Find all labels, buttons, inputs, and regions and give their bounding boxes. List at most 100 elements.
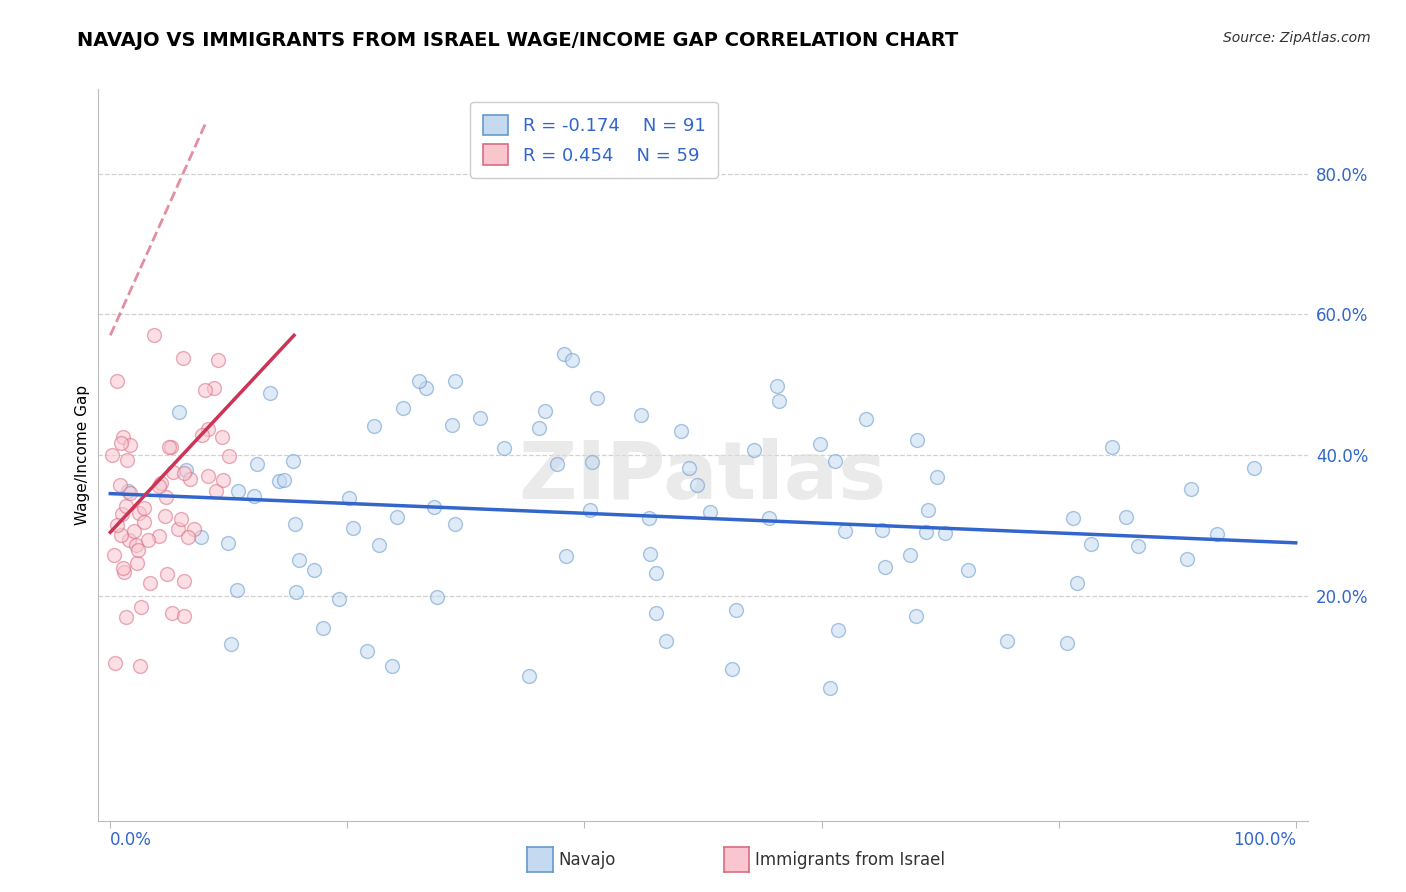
Legend: R = -0.174    N = 91, R = 0.454    N = 59: R = -0.174 N = 91, R = 0.454 N = 59 xyxy=(470,102,718,178)
Point xyxy=(654,634,676,648)
Point xyxy=(246,457,269,471)
Point xyxy=(581,455,603,469)
Point xyxy=(534,403,557,417)
Point xyxy=(1080,537,1102,551)
Point xyxy=(112,565,135,579)
Point xyxy=(441,418,464,433)
Point xyxy=(218,449,240,463)
Point xyxy=(217,535,239,549)
Point xyxy=(415,380,437,394)
Point xyxy=(283,453,305,467)
Text: Immigrants from Israel: Immigrants from Israel xyxy=(755,851,945,869)
Point xyxy=(699,505,721,519)
Text: 0.0%: 0.0% xyxy=(110,831,152,849)
Point xyxy=(167,405,190,419)
Point xyxy=(125,538,148,552)
Point xyxy=(546,457,568,471)
Point xyxy=(226,484,249,499)
Point xyxy=(120,485,142,500)
Point xyxy=(125,556,148,570)
Point xyxy=(638,511,661,525)
Point xyxy=(211,474,233,488)
Point xyxy=(553,347,575,361)
Point xyxy=(1101,440,1123,454)
Point xyxy=(190,530,212,544)
Point xyxy=(197,422,219,436)
Point xyxy=(288,552,311,566)
Point xyxy=(104,656,127,670)
Point xyxy=(205,483,228,498)
Point xyxy=(136,533,159,547)
Point xyxy=(328,591,350,606)
Point xyxy=(202,381,225,395)
Point xyxy=(143,328,166,343)
Point xyxy=(904,608,927,623)
Point xyxy=(139,576,162,591)
Point xyxy=(190,427,212,442)
Point xyxy=(179,472,201,486)
Point xyxy=(312,622,335,636)
Point xyxy=(105,374,128,388)
Point xyxy=(443,374,465,388)
Point xyxy=(219,637,242,651)
Point xyxy=(177,530,200,544)
Point xyxy=(408,374,430,388)
Point xyxy=(934,526,956,541)
Point xyxy=(555,549,578,564)
Point xyxy=(110,436,132,450)
Point xyxy=(766,379,789,393)
Point xyxy=(917,502,939,516)
Point xyxy=(527,421,550,435)
Point xyxy=(128,507,150,521)
Point xyxy=(638,547,661,561)
Point xyxy=(1206,527,1229,541)
Point xyxy=(183,522,205,536)
Point xyxy=(128,659,150,673)
Point xyxy=(166,522,188,536)
Point xyxy=(173,608,195,623)
Point xyxy=(586,391,609,405)
Point xyxy=(517,669,540,683)
Point xyxy=(630,408,652,422)
Point xyxy=(129,600,152,615)
Text: NAVAJO VS IMMIGRANTS FROM ISRAEL WAGE/INCOME GAP CORRELATION CHART: NAVAJO VS IMMIGRANTS FROM ISRAEL WAGE/IN… xyxy=(77,31,959,50)
Point xyxy=(824,454,846,468)
Point xyxy=(685,478,707,492)
Point xyxy=(956,563,979,577)
Point xyxy=(363,418,385,433)
Point xyxy=(392,401,415,416)
Point xyxy=(243,489,266,503)
Point xyxy=(818,681,841,695)
Point xyxy=(905,434,928,448)
Text: Source: ZipAtlas.com: Source: ZipAtlas.com xyxy=(1223,31,1371,45)
Point xyxy=(173,467,195,481)
Point xyxy=(105,518,128,533)
Point xyxy=(644,606,666,620)
Point xyxy=(834,524,856,538)
Point xyxy=(115,453,138,467)
Point xyxy=(111,561,134,575)
Point xyxy=(914,524,936,539)
Point xyxy=(207,352,229,367)
Text: Navajo: Navajo xyxy=(558,851,616,869)
Point xyxy=(172,351,194,366)
Point xyxy=(1243,461,1265,475)
Point xyxy=(470,411,492,425)
Point xyxy=(162,466,184,480)
Point xyxy=(1056,636,1078,650)
Point xyxy=(808,436,831,450)
Point xyxy=(134,500,156,515)
Point xyxy=(1115,510,1137,524)
Point xyxy=(170,511,193,525)
Point xyxy=(149,475,172,490)
Point xyxy=(669,424,692,438)
Point xyxy=(284,516,307,531)
Point xyxy=(273,474,295,488)
Point xyxy=(720,662,742,676)
Point xyxy=(103,548,125,562)
Point xyxy=(870,524,893,538)
Point xyxy=(118,533,141,547)
Point xyxy=(337,491,360,505)
Point xyxy=(768,394,790,409)
Text: ZIPatlas: ZIPatlas xyxy=(519,438,887,516)
